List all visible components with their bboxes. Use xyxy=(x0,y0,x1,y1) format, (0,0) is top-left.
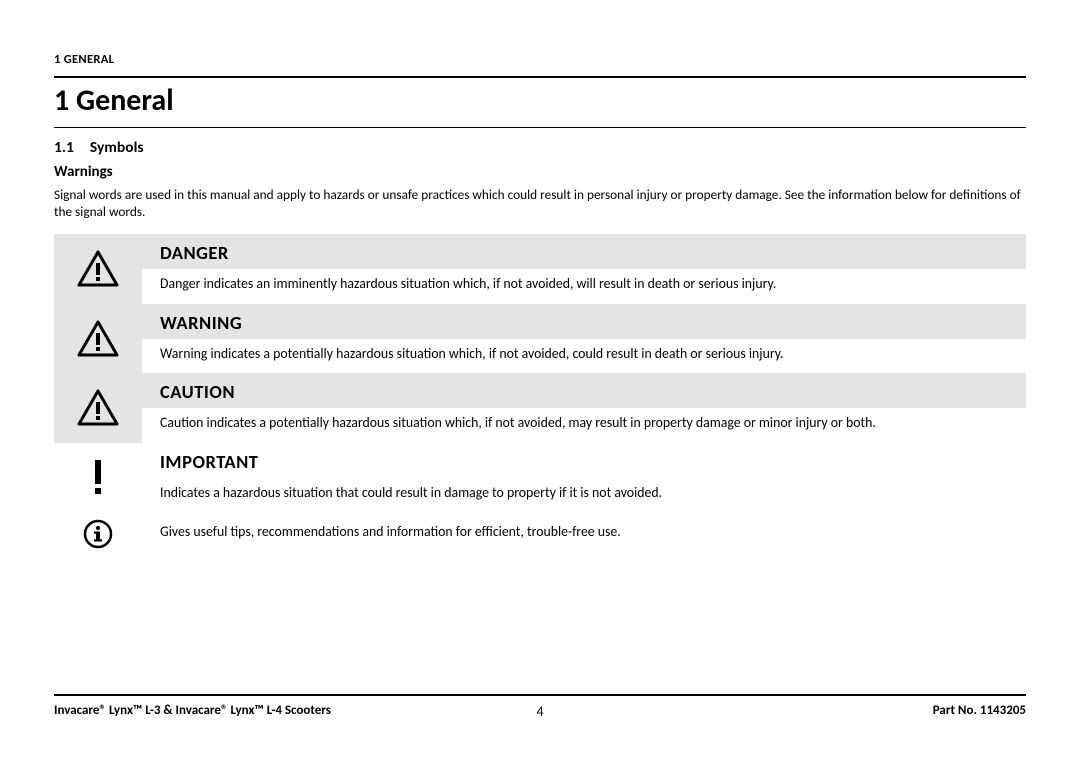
footer-part-number: Part No. 1143205 xyxy=(933,703,1026,718)
section-heading: 1.1 Symbols xyxy=(54,138,1026,157)
chapter-rule xyxy=(54,127,1026,128)
callout-important: IMPORTANT Indicates a hazardous situatio… xyxy=(54,443,1026,513)
callout-warning: WARNING Warning indicates a potentially … xyxy=(54,304,1026,374)
caution-icon xyxy=(54,373,142,443)
section-number: 1.1 xyxy=(54,138,74,157)
subsection-heading: Warnings xyxy=(54,163,1026,181)
warning-heading: WARNING xyxy=(142,304,1026,339)
footer-product: Invacare® Lynx™ L-3 & Invacare® Lynx™ L-… xyxy=(54,703,331,718)
running-header: 1 GENERAL xyxy=(54,52,1026,67)
danger-heading: DANGER xyxy=(142,234,1026,269)
danger-icon xyxy=(54,234,142,304)
footer-page-number: 4 xyxy=(536,703,543,720)
callout-danger: DANGER Danger indicates an imminently ha… xyxy=(54,234,1026,304)
warning-body: Warning indicates a potentially hazardou… xyxy=(142,339,1026,374)
callout-caution: CAUTION Caution indicates a potentially … xyxy=(54,373,1026,443)
important-body: Indicates a hazardous situation that cou… xyxy=(142,478,1026,513)
manual-page: 1 GENERAL 1 General 1.1Symbols Warnings … xyxy=(0,0,1080,555)
important-heading: IMPORTANT xyxy=(142,443,1026,478)
chapter-title: 1 General xyxy=(54,82,1026,119)
page-footer: Invacare® Lynx™ L-3 & Invacare® Lynx™ L-… xyxy=(54,694,1026,718)
header-rule xyxy=(54,76,1026,78)
info-icon xyxy=(54,513,142,555)
important-icon xyxy=(54,443,142,513)
caution-heading: CAUTION xyxy=(142,373,1026,408)
footer-rule xyxy=(54,694,1026,696)
warning-icon xyxy=(54,304,142,374)
intro-paragraph: Signal words are used in this manual and… xyxy=(54,187,1026,220)
callout-info: Gives useful tips, recommendations and i… xyxy=(54,513,1026,555)
caution-body: Caution indicates a potentially hazardou… xyxy=(142,408,1026,443)
section-title: Symbols xyxy=(90,138,144,157)
info-body: Gives useful tips, recommendations and i… xyxy=(142,513,1026,555)
danger-body: Danger indicates an imminently hazardous… xyxy=(142,269,1026,304)
